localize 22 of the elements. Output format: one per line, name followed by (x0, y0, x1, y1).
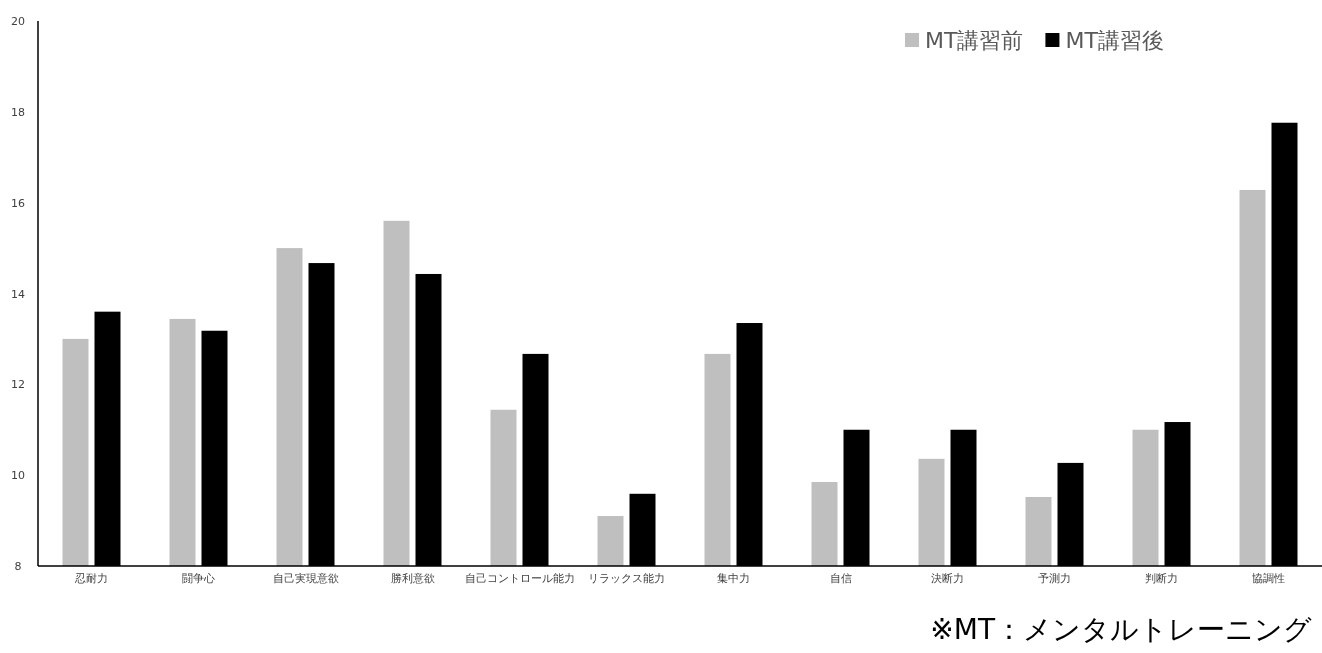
y-tick-label: 14 (11, 287, 25, 301)
x-tick-label: 自己実現意欲 (272, 572, 339, 585)
x-tick-label: 自信 (829, 572, 852, 585)
x-tick-label: 忍耐力 (74, 572, 108, 585)
text: ※MT：メンタルトレーニング (930, 613, 1312, 646)
legend-label: MT講習後 (1065, 28, 1164, 53)
y-tick-label: 16 (11, 196, 25, 210)
y-tick-label: 10 (11, 469, 25, 483)
y-tick-label: 8 (14, 560, 22, 573)
legend-label: MT講習前 (925, 28, 1024, 53)
x-tick-label: 判断力 (1145, 572, 1178, 585)
x-tick-label: 自己コントロール能力 (464, 572, 575, 585)
x-tick-label: リラックス能力 (588, 572, 665, 585)
x-tick-label: 予測力 (1038, 572, 1071, 585)
x-tick-label: 勝利意欲 (390, 572, 435, 585)
x-tick-label: 闘争心 (182, 572, 215, 585)
x-tick-label: 集中力 (717, 572, 750, 585)
x-tick-label: 協調性 (1252, 572, 1285, 585)
y-tick-label: 12 (11, 378, 25, 392)
y-tick-label: 18 (11, 105, 25, 119)
x-tick-label: 決断力 (931, 572, 964, 585)
y-tick-label: 20 (11, 15, 25, 28)
